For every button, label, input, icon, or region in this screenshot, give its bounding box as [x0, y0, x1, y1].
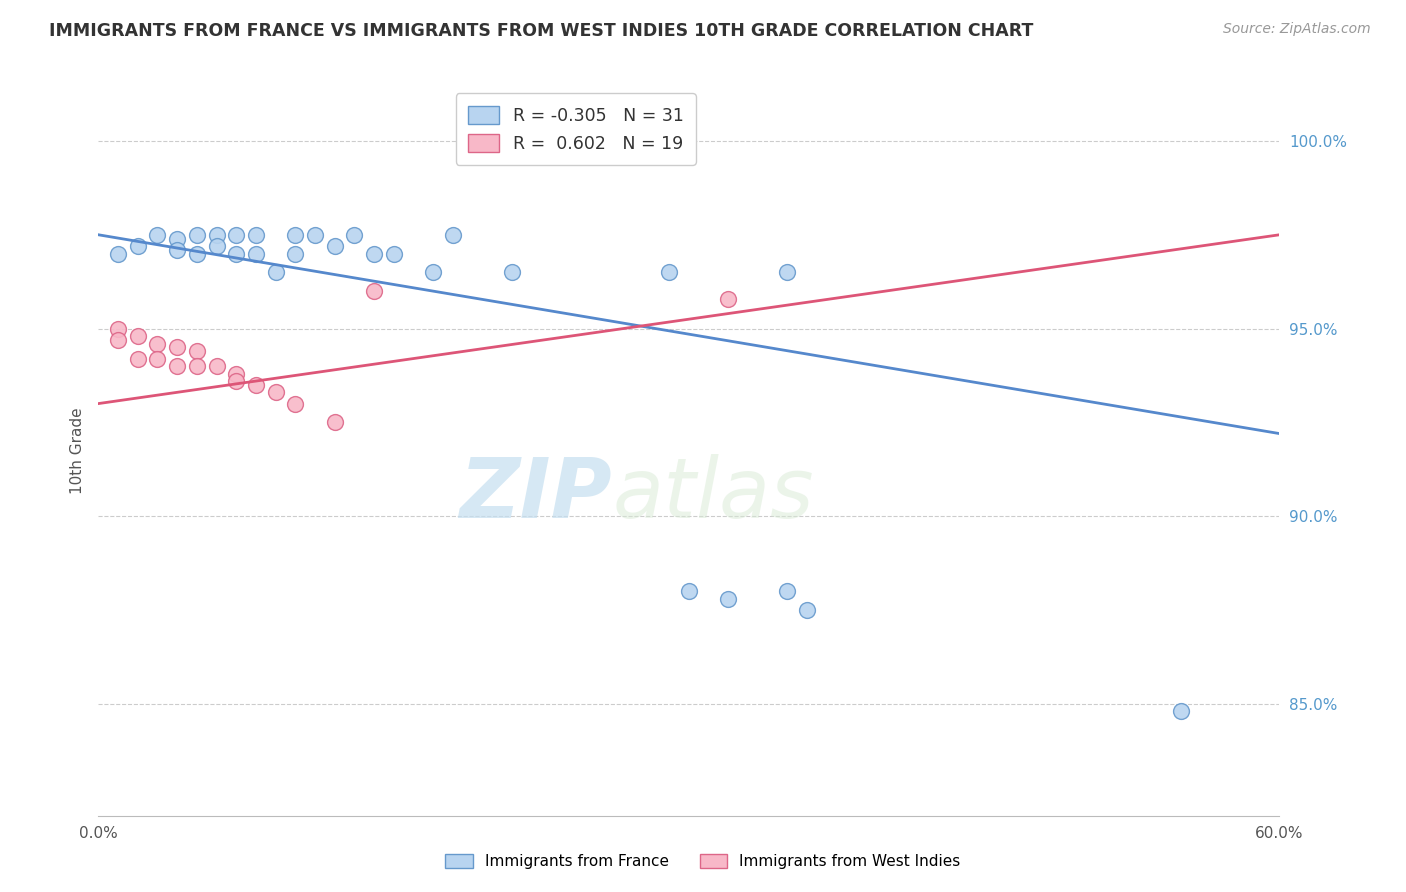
Point	[323, 239, 346, 253]
Point	[166, 243, 188, 257]
Point	[205, 359, 228, 373]
Point	[382, 246, 405, 260]
Point	[146, 336, 169, 351]
Point	[205, 239, 228, 253]
Point	[166, 340, 188, 354]
Point	[284, 396, 307, 410]
Point	[1170, 704, 1192, 718]
Point	[166, 359, 188, 373]
Point	[363, 246, 385, 260]
Point	[166, 231, 188, 245]
Point	[245, 227, 267, 242]
Point	[284, 246, 307, 260]
Point	[205, 227, 228, 242]
Point	[127, 329, 149, 343]
Point	[441, 227, 464, 242]
Point	[304, 227, 326, 242]
Point	[245, 246, 267, 260]
Point	[422, 265, 444, 279]
Point	[658, 265, 681, 279]
Point	[107, 321, 129, 335]
Point	[717, 292, 740, 306]
Point	[225, 367, 247, 381]
Point	[264, 385, 287, 400]
Point	[146, 351, 169, 366]
Y-axis label: 10th Grade: 10th Grade	[69, 407, 84, 494]
Text: atlas: atlas	[612, 454, 814, 535]
Text: IMMIGRANTS FROM FRANCE VS IMMIGRANTS FROM WEST INDIES 10TH GRADE CORRELATION CHA: IMMIGRANTS FROM FRANCE VS IMMIGRANTS FRO…	[49, 22, 1033, 40]
Point	[225, 246, 247, 260]
Legend: Immigrants from France, Immigrants from West Indies: Immigrants from France, Immigrants from …	[439, 848, 967, 875]
Point	[678, 584, 700, 599]
Point	[245, 377, 267, 392]
Point	[107, 333, 129, 347]
Point	[186, 227, 208, 242]
Point	[323, 415, 346, 429]
Point	[225, 374, 247, 388]
Point	[127, 351, 149, 366]
Point	[264, 265, 287, 279]
Point	[127, 239, 149, 253]
Point	[225, 227, 247, 242]
Text: Source: ZipAtlas.com: Source: ZipAtlas.com	[1223, 22, 1371, 37]
Point	[776, 584, 799, 599]
Point	[107, 246, 129, 260]
Point	[717, 591, 740, 606]
Point	[501, 265, 523, 279]
Text: ZIP: ZIP	[460, 454, 612, 535]
Point	[186, 344, 208, 359]
Point	[186, 359, 208, 373]
Legend: R = -0.305   N = 31, R =  0.602   N = 19: R = -0.305 N = 31, R = 0.602 N = 19	[456, 94, 696, 165]
Point	[284, 227, 307, 242]
Point	[186, 246, 208, 260]
Point	[363, 284, 385, 298]
Point	[776, 265, 799, 279]
Point	[343, 227, 366, 242]
Point	[796, 603, 818, 617]
Point	[146, 227, 169, 242]
